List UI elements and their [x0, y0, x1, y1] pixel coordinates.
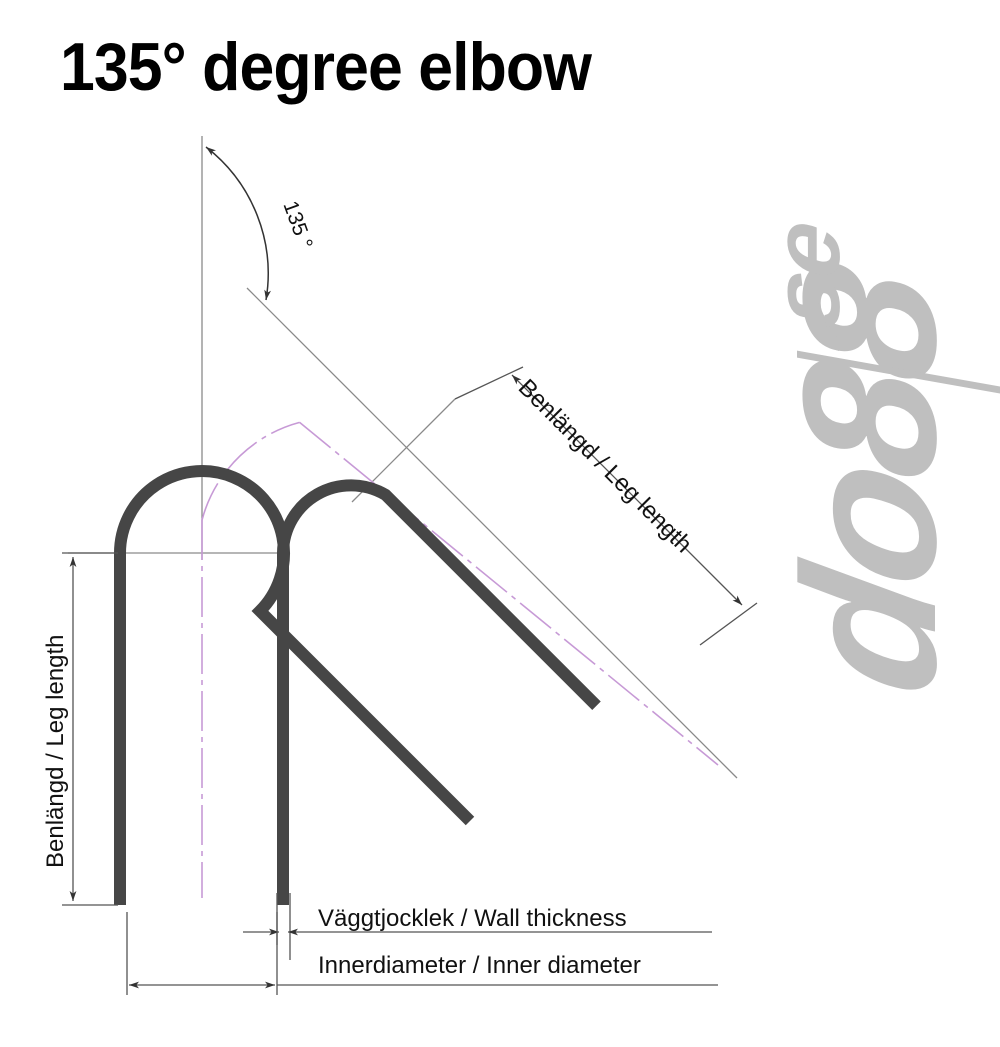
bend-centerline [201, 421, 300, 521]
elbow-outer-contour [114, 465, 473, 905]
angle-arc [205, 146, 271, 301]
pipe-outer-wall-path [114, 465, 471, 905]
wall-thickness-label: Väggtjocklek / Wall thickness [318, 905, 627, 932]
elbow-pipe-walls [0, 0, 260, 905]
diag-ext-line-2 [699, 602, 758, 646]
pipe-concave-wall [277, 479, 601, 905]
angle-dimension [205, 146, 271, 301]
inner-diameter-dimension [126, 912, 718, 995]
pipe-outer-wall [114, 465, 203, 905]
pipe-wall-convex [114, 465, 475, 905]
pipe-concave-group [277, 479, 601, 905]
elbow-pipe [114, 465, 203, 905]
diagonal-centerline [299, 421, 719, 766]
diag-dim-line [511, 374, 743, 606]
centerlines [201, 421, 719, 898]
diagonal-axis-line [246, 287, 738, 779]
vertical-leg-dimension [62, 552, 118, 906]
inner-diameter-label: Innerdiameter / Inner diameter [318, 952, 641, 979]
diagonal-leg-dimension [454, 366, 758, 646]
page-title: 135° degree elbow [60, 29, 592, 105]
diag-ext-line-1 [454, 366, 524, 400]
elbow-walls [120, 471, 468, 905]
construction-lines [68, 136, 738, 779]
vertical-leg-length-label: Benlängd / Leg length [42, 634, 69, 868]
